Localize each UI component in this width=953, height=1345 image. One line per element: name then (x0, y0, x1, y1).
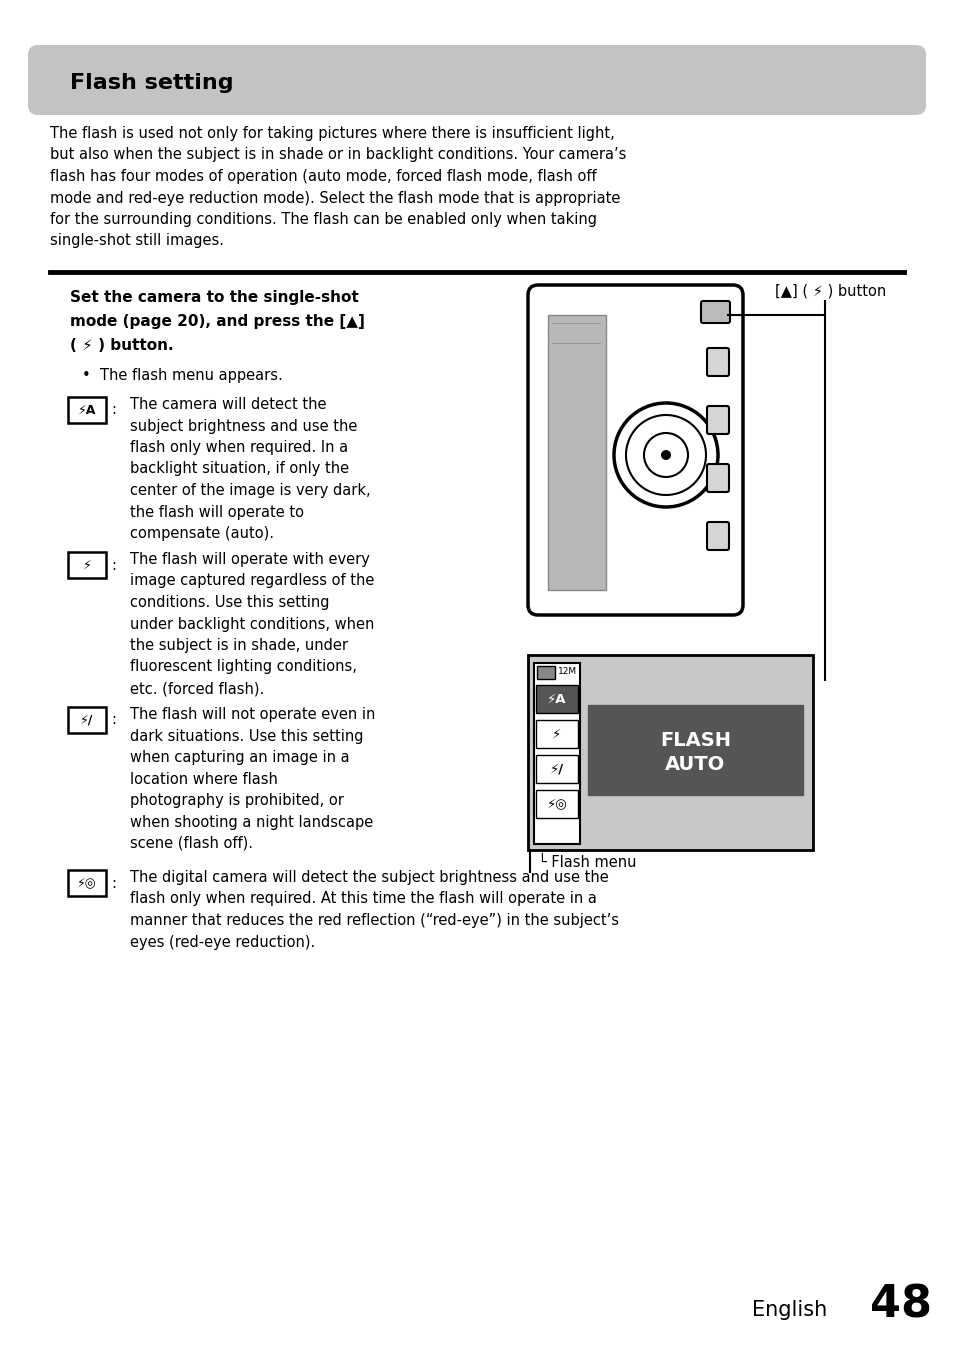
Text: •  The flash menu appears.: • The flash menu appears. (82, 369, 282, 383)
FancyBboxPatch shape (700, 301, 729, 323)
Text: single-shot still images.: single-shot still images. (50, 234, 224, 249)
Text: :: : (111, 557, 116, 573)
Text: the subject is in shade, under: the subject is in shade, under (130, 638, 348, 654)
Bar (536, 685, 578, 713)
Text: FLASH: FLASH (659, 730, 730, 749)
Text: The flash is used not only for taking pictures where there is insufficient light: The flash is used not only for taking pi… (50, 126, 614, 141)
Text: ⚡: ⚡ (83, 558, 91, 572)
FancyBboxPatch shape (706, 406, 728, 434)
Text: AUTO: AUTO (664, 755, 725, 773)
Text: when capturing an image in a: when capturing an image in a (130, 751, 349, 765)
Circle shape (660, 451, 670, 460)
Text: backlight situation, if only the: backlight situation, if only the (130, 461, 349, 476)
Text: ⚡◎: ⚡◎ (546, 798, 567, 811)
Text: └ Flash menu: └ Flash menu (537, 855, 636, 870)
Text: English: English (751, 1301, 826, 1319)
Text: ⚡◎: ⚡◎ (77, 877, 96, 889)
Text: ⚡/: ⚡/ (80, 713, 93, 726)
FancyBboxPatch shape (527, 285, 742, 615)
Text: :: : (111, 876, 116, 890)
Text: mode and red-eye reduction mode). Select the flash mode that is appropriate: mode and red-eye reduction mode). Select… (50, 191, 619, 206)
Bar (527, 655, 812, 850)
FancyBboxPatch shape (28, 44, 925, 116)
Text: but also when the subject is in shade or in backlight conditions. Your camera’s: but also when the subject is in shade or… (50, 148, 626, 163)
Text: under backlight conditions, when: under backlight conditions, when (130, 616, 374, 632)
Bar (68, 707, 106, 733)
Bar (536, 720, 578, 748)
Text: flash only when required. In a: flash only when required. In a (130, 440, 348, 455)
Text: :: : (111, 402, 116, 417)
Bar (536, 790, 578, 818)
Text: photography is prohibited, or: photography is prohibited, or (130, 794, 343, 808)
Text: ⚡A: ⚡A (78, 404, 96, 417)
Text: flash only when required. At this time the flash will operate in a: flash only when required. At this time t… (130, 892, 597, 907)
Text: flash has four modes of operation (auto mode, forced flash mode, flash off: flash has four modes of operation (auto … (50, 169, 596, 184)
Bar (68, 870, 106, 896)
Text: [▲] ( ⚡ ) button: [▲] ( ⚡ ) button (774, 282, 885, 299)
FancyBboxPatch shape (706, 522, 728, 550)
Text: :: : (111, 713, 116, 728)
Text: for the surrounding conditions. The flash can be enabled only when taking: for the surrounding conditions. The flas… (50, 213, 597, 227)
Text: dark situations. Use this setting: dark situations. Use this setting (130, 729, 363, 744)
Circle shape (614, 404, 718, 507)
Text: Set the camera to the single-shot: Set the camera to the single-shot (70, 291, 358, 305)
Text: ⚡/: ⚡/ (549, 763, 563, 776)
Text: center of the image is very dark,: center of the image is very dark, (130, 483, 370, 498)
Text: Flash setting: Flash setting (70, 73, 233, 93)
Text: ⚡: ⚡ (552, 728, 561, 741)
Text: location where flash: location where flash (130, 772, 277, 787)
Text: when shooting a night landscape: when shooting a night landscape (130, 815, 373, 830)
Text: the flash will operate to: the flash will operate to (130, 504, 304, 519)
Text: fluorescent lighting conditions,: fluorescent lighting conditions, (130, 659, 356, 674)
Text: mode (page 20), and press the [▲]: mode (page 20), and press the [▲] (70, 313, 364, 330)
Bar (547, 315, 605, 590)
Circle shape (625, 416, 705, 495)
Text: subject brightness and use the: subject brightness and use the (130, 418, 357, 433)
Text: 48: 48 (869, 1283, 931, 1326)
Bar (68, 397, 106, 422)
Text: compensate (auto).: compensate (auto). (130, 526, 274, 541)
Bar (537, 666, 555, 679)
Text: eyes (red-eye reduction).: eyes (red-eye reduction). (130, 935, 314, 950)
Text: conditions. Use this setting: conditions. Use this setting (130, 594, 329, 611)
Bar (68, 551, 106, 578)
Bar (536, 755, 578, 783)
Text: The flash will not operate even in: The flash will not operate even in (130, 707, 375, 722)
FancyBboxPatch shape (706, 348, 728, 377)
Circle shape (643, 433, 687, 477)
Text: The digital camera will detect the subject brightness and use the: The digital camera will detect the subje… (130, 870, 608, 885)
Bar (534, 663, 579, 845)
Text: The flash will operate with every: The flash will operate with every (130, 551, 370, 568)
FancyBboxPatch shape (706, 464, 728, 492)
Text: etc. (forced flash).: etc. (forced flash). (130, 681, 264, 695)
Bar (587, 705, 802, 795)
Text: scene (flash off).: scene (flash off). (130, 837, 253, 851)
Text: ( ⚡ ) button.: ( ⚡ ) button. (70, 338, 173, 352)
Text: image captured regardless of the: image captured regardless of the (130, 573, 374, 589)
Text: 12M: 12M (558, 667, 577, 677)
Text: The camera will detect the: The camera will detect the (130, 397, 326, 412)
Text: ⚡A: ⚡A (547, 693, 566, 706)
Text: manner that reduces the red reflection (“red-eye”) in the subject’s: manner that reduces the red reflection (… (130, 913, 618, 928)
